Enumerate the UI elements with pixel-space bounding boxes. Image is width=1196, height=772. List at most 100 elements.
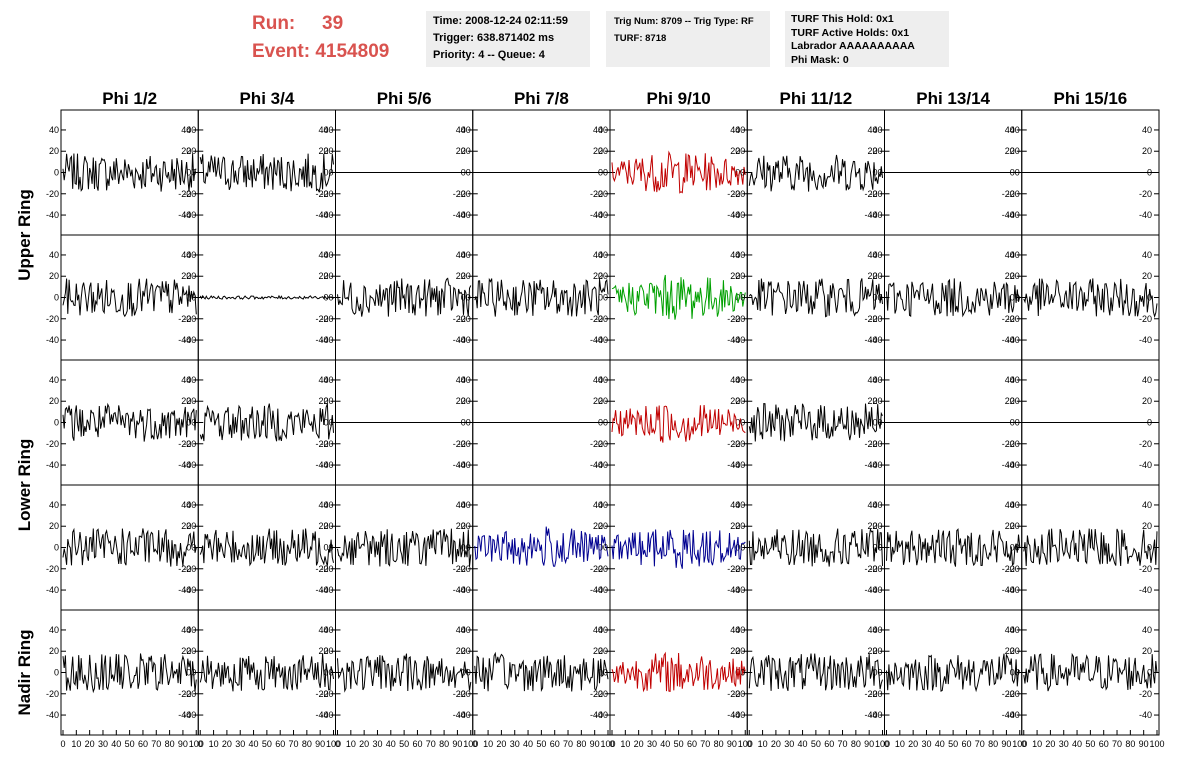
- y-tick-label-right: -20: [727, 689, 740, 699]
- y-tick-label-right: -40: [178, 335, 191, 345]
- y-tick-label-left: 40: [186, 125, 196, 135]
- y-tick-label-right: 0: [1147, 668, 1152, 678]
- y-tick-label-left: 40: [461, 125, 471, 135]
- y-tick-label-right: 40: [867, 125, 877, 135]
- x-tick-label: 30: [235, 739, 245, 749]
- y-tick-label-left: 20: [49, 646, 59, 656]
- y-tick-label-right: -20: [727, 314, 740, 324]
- x-tick-label: 30: [98, 739, 108, 749]
- y-tick-label-right: 20: [456, 271, 466, 281]
- y-tick-label-right: 20: [867, 396, 877, 406]
- y-tick-label-right: -20: [727, 189, 740, 199]
- x-tick-label: 0: [884, 739, 889, 749]
- y-tick-label-left: 0: [54, 168, 59, 178]
- x-tick-label: 80: [439, 739, 449, 749]
- y-tick-label-left: -40: [595, 460, 608, 470]
- y-tick-label-left: -40: [595, 335, 608, 345]
- y-tick-label-right: -20: [178, 314, 191, 324]
- y-tick-label-right: 20: [181, 521, 191, 531]
- y-tick-label-right: 20: [1005, 646, 1015, 656]
- x-tick-label: 30: [647, 739, 657, 749]
- y-tick-label-right: 0: [735, 543, 740, 553]
- y-tick-label-right: -40: [315, 585, 328, 595]
- y-tick-label-left: -40: [458, 710, 471, 720]
- x-tick-label: 40: [249, 739, 259, 749]
- x-tick-label: 0: [472, 739, 477, 749]
- y-tick-label-right: -20: [864, 439, 877, 449]
- y-tick-label-left: 40: [735, 125, 745, 135]
- y-tick-label-left: -20: [732, 189, 745, 199]
- y-tick-label-right: -40: [1139, 460, 1152, 470]
- y-tick-label-right: 40: [1142, 125, 1152, 135]
- y-tick-label-left: 0: [466, 293, 471, 303]
- y-tick-label-left: 20: [323, 396, 333, 406]
- y-tick-label-left: 40: [461, 375, 471, 385]
- x-tick-label: 20: [496, 739, 506, 749]
- y-tick-label-left: -40: [46, 460, 59, 470]
- y-tick-label-left: 0: [740, 418, 745, 428]
- y-tick-label-right: -40: [453, 710, 466, 720]
- y-tick-label-left: 40: [461, 625, 471, 635]
- y-tick-label-right: 40: [318, 125, 328, 135]
- x-tick-label: 0: [198, 739, 203, 749]
- y-tick-label-left: -40: [595, 210, 608, 220]
- y-tick-label-right: -40: [453, 585, 466, 595]
- y-tick-label-right: 20: [318, 521, 328, 531]
- y-tick-label-right: 40: [318, 625, 328, 635]
- y-tick-label-right: -40: [864, 585, 877, 595]
- y-tick-label-left: 0: [603, 668, 608, 678]
- y-tick-label-right: -20: [590, 564, 603, 574]
- y-tick-label-right: 40: [456, 125, 466, 135]
- y-tick-label-right: -40: [1002, 710, 1015, 720]
- y-tick-label-left: 20: [186, 271, 196, 281]
- x-tick-label: 60: [412, 739, 422, 749]
- y-tick-label-left: 40: [1010, 375, 1020, 385]
- y-tick-label-left: 0: [603, 168, 608, 178]
- x-tick-label: 100: [189, 739, 204, 749]
- y-tick-label-left: -20: [320, 189, 333, 199]
- y-tick-label-right: -20: [315, 189, 328, 199]
- labrador-line: Labrador AAAAAAAAAA: [791, 40, 915, 52]
- y-tick-label-right: -40: [1002, 210, 1015, 220]
- y-tick-label-right: -20: [1139, 564, 1152, 574]
- y-tick-label-left: 0: [328, 668, 333, 678]
- y-tick-label-left: 0: [328, 168, 333, 178]
- y-tick-label-left: 40: [49, 375, 59, 385]
- waveform-trace: [62, 527, 197, 567]
- y-tick-label-right: 40: [867, 250, 877, 260]
- x-tick-label: 20: [359, 739, 369, 749]
- y-tick-label-left: -40: [320, 585, 333, 595]
- column-header: Phi 15/16: [1054, 89, 1128, 108]
- x-tick-label: 20: [222, 739, 232, 749]
- y-tick-label-left: 20: [598, 146, 608, 156]
- y-tick-label-left: -40: [183, 710, 196, 720]
- y-tick-label-left: 20: [1010, 271, 1020, 281]
- waveform-trace: [611, 651, 746, 693]
- y-tick-label-right: 40: [181, 625, 191, 635]
- y-tick-label-left: -20: [732, 689, 745, 699]
- y-tick-label-left: -20: [1007, 689, 1020, 699]
- y-tick-label-right: -20: [864, 689, 877, 699]
- y-tick-label-left: -40: [46, 710, 59, 720]
- x-tick-label: 10: [209, 739, 219, 749]
- x-tick-label: 10: [620, 739, 630, 749]
- x-tick-label: 70: [289, 739, 299, 749]
- y-tick-label-right: -20: [1139, 689, 1152, 699]
- y-tick-label-left: 40: [735, 250, 745, 260]
- x-tick-label: 70: [1112, 739, 1122, 749]
- y-tick-label-left: 0: [603, 543, 608, 553]
- y-tick-label-left: -20: [46, 689, 59, 699]
- y-tick-label-left: -40: [320, 460, 333, 470]
- y-tick-label-left: -20: [1007, 189, 1020, 199]
- y-tick-label-right: -40: [864, 460, 877, 470]
- y-tick-label-right: -20: [590, 689, 603, 699]
- y-tick-label-right: 40: [1142, 375, 1152, 385]
- waveform-trace: [199, 528, 334, 567]
- y-tick-label-left: -20: [595, 564, 608, 574]
- x-tick-label: 50: [1085, 739, 1095, 749]
- y-tick-label-left: 20: [872, 521, 882, 531]
- y-tick-label-right: 20: [730, 521, 740, 531]
- y-tick-label-left: -40: [869, 210, 882, 220]
- y-tick-label-left: 20: [872, 396, 882, 406]
